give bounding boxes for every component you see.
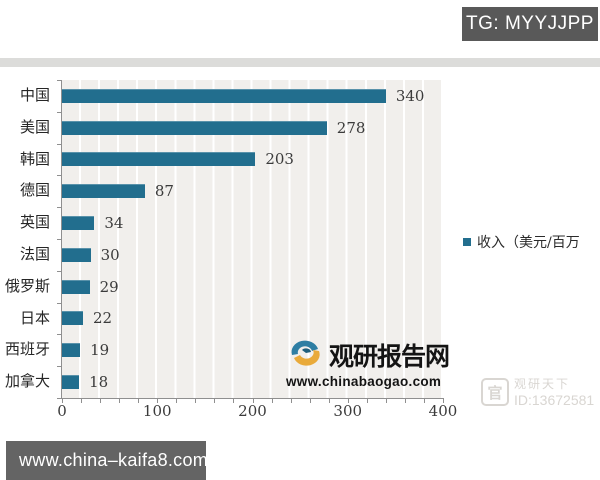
x-axis-tick [233,399,235,403]
y-axis-tick [57,366,61,368]
bar-value-label: 340 [395,86,425,105]
footer-url-text: www.china–kaifa8.com [19,450,209,470]
x-axis-tick [138,399,140,403]
x-axis-tick [252,399,254,403]
bar [62,375,80,390]
brand-watermark: 观研报告网 www.chinabaogao.com [286,336,450,389]
bar-value-label: 29 [99,277,119,296]
corner-watermark-name: 观研天下 [514,377,571,391]
category-label: 中国 [19,86,50,104]
bar-value-label: 19 [90,341,110,360]
bar [62,88,386,103]
x-axis-tick [309,399,311,403]
bar [62,279,90,294]
legend-marker-icon [463,238,471,246]
tg-badge-label: TG: MYYJJPP [466,13,594,34]
y-axis-tick [57,175,61,177]
bar-row: 340 [62,80,443,112]
x-axis-tick [195,399,197,403]
bar-value-label: 87 [154,182,174,201]
bar-row: 30 [62,239,443,271]
brand-name: 观研报告网 [329,342,450,371]
x-axis-tick [62,399,63,403]
x-axis-tick [214,399,216,403]
x-axis-tick-label: 400 [428,402,458,420]
category-labels: 中国美国韩国德国英国法国俄罗斯日本西班牙加拿大 [0,80,56,398]
y-axis-tick [57,239,61,240]
y-axis-tick [57,398,61,399]
y-axis-tick [57,111,61,113]
x-axis-tick-label: 300 [333,402,363,420]
bar-row: 203 [62,144,443,176]
bar [62,152,256,167]
bar-row: 22 [62,303,443,335]
x-axis-tick-label: 100 [142,402,172,420]
bar-row: 87 [62,175,443,207]
x-axis-tick [328,399,330,403]
bar-value-label: 278 [336,118,366,137]
bar [62,184,145,199]
divider-strip [0,58,600,67]
x-axis-tick [100,399,102,403]
x-axis-tick [347,399,349,403]
category-label: 加拿大 [4,372,50,391]
bar-value-label: 18 [89,373,109,392]
category-label: 韩国 [19,149,50,168]
y-axis-tick [57,270,61,272]
tg-badge: TG: MYYJJPP [462,7,598,41]
x-axis-tick [385,399,387,403]
x-axis-tick [443,399,444,403]
bar [62,216,95,231]
category-label: 西班牙 [4,340,50,359]
x-axis-tick [119,399,121,403]
brand-swirl-logo-icon [286,336,326,373]
corner-logo-icon: 官 [481,378,509,406]
category-label: 日本 [19,308,50,327]
corner-watermark-id: ID:13672581 [514,392,595,408]
bar-value-label: 30 [100,245,120,264]
category-label: 法国 [19,244,50,263]
x-axis-tick [271,399,273,403]
x-axis-tick [423,399,425,403]
x-axis-tick [176,399,178,403]
bar-value-label: 22 [92,309,113,328]
y-axis-tick [57,143,61,145]
x-axis-tick-label: 0 [57,402,67,420]
footer-url-badge: www.china–kaifa8.com [6,441,209,480]
x-axis-tick [366,399,368,403]
bar-row: 29 [62,271,443,303]
bar [62,343,81,358]
bar-row: 34 [62,207,443,239]
legend-label: 收入（美元/百万 [477,235,580,251]
y-axis-tick [57,80,61,81]
category-label: 英国 [19,213,50,232]
bar [62,120,327,135]
bar-row: 278 [62,112,443,144]
x-axis-tick-label: 200 [238,402,267,420]
bar [62,247,91,262]
category-label: 美国 [19,117,50,136]
corner-watermark: 官 观研天下 ID:13672581 [481,375,594,408]
x-axis-tick [157,399,159,403]
bar [62,311,83,326]
bar-row: 18 [62,366,443,398]
legend: 收入（美元/百万 [463,232,580,252]
y-axis-tick [57,302,61,304]
bar-value-label: 34 [104,214,124,233]
y-axis-line [61,80,62,399]
category-label: 俄罗斯 [4,276,50,295]
x-axis-tick [404,399,406,403]
brand-url: www.chinabaogao.com [286,374,442,389]
bar-value-label: 203 [265,150,294,169]
x-axis-tick [290,399,292,403]
y-axis-tick [57,207,61,209]
y-axis-tick [57,334,61,336]
bar-row: 19 [62,334,443,366]
x-axis-tick [81,399,83,403]
plot-area: 340 278 203 87 34 30 29 22 19 18 [62,80,443,398]
x-axis-line [61,398,444,399]
x-axis-labels: 0 100 200 300 400 [57,402,457,420]
category-label: 德国 [19,181,50,200]
